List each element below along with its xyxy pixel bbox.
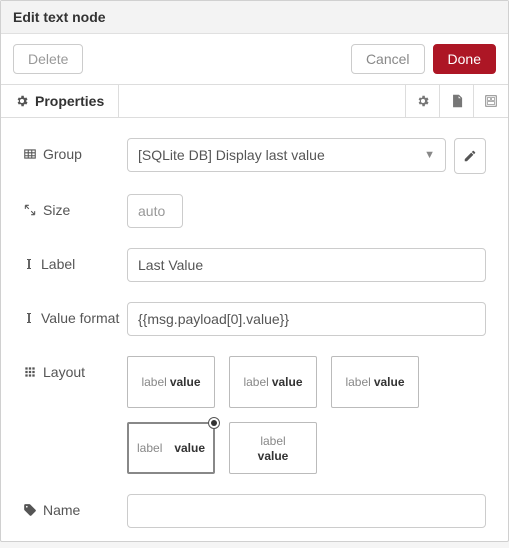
action-bar: Delete Cancel Done — [1, 34, 508, 84]
layout-option-0[interactable]: labelvalue — [127, 356, 215, 408]
tab-bar: Properties — [1, 84, 508, 118]
form-body: Group [SQLite DB] Display last value ▼ S… — [1, 118, 508, 548]
group-label: Group — [23, 138, 127, 162]
layout-option-3[interactable]: labelvalue — [127, 422, 215, 474]
tab-layout-icon[interactable] — [474, 85, 508, 117]
tab-spacer — [119, 85, 406, 117]
layout-label: Layout — [23, 356, 127, 380]
valueformat-label: Value format — [23, 302, 127, 326]
gear-icon — [416, 94, 430, 108]
name-input[interactable] — [127, 494, 486, 528]
gear-icon — [15, 94, 29, 108]
layout-option-2[interactable]: labelvalue — [331, 356, 419, 408]
size-input[interactable]: auto — [127, 194, 183, 228]
tag-icon — [23, 503, 37, 517]
panel-title: Edit text node — [1, 1, 508, 34]
text-cursor-icon — [23, 257, 35, 271]
tab-properties[interactable]: Properties — [1, 85, 119, 117]
radio-selected-icon — [208, 417, 220, 429]
layout-icon — [484, 94, 498, 108]
label-label: Label — [23, 248, 127, 272]
delete-button[interactable]: Delete — [13, 44, 83, 74]
group-selected-value: [SQLite DB] Display last value — [138, 147, 325, 163]
document-icon — [450, 94, 464, 108]
chevron-down-icon: ▼ — [424, 149, 435, 161]
layout-option-1[interactable]: labelvalue — [229, 356, 317, 408]
text-cursor-icon — [23, 311, 35, 325]
tab-properties-label: Properties — [35, 93, 104, 109]
layout-options: labelvalue labelvalue labelvalue labelva… — [127, 356, 486, 474]
group-edit-button[interactable] — [454, 138, 486, 174]
cancel-button[interactable]: Cancel — [351, 44, 425, 74]
edit-panel: Edit text node Delete Cancel Done Proper… — [0, 0, 509, 542]
resize-icon — [23, 203, 37, 217]
label-input[interactable] — [127, 248, 486, 282]
pencil-icon — [463, 149, 477, 163]
size-label: Size — [23, 194, 127, 218]
name-label: Name — [23, 494, 127, 518]
table-icon — [23, 147, 37, 161]
done-button[interactable]: Done — [433, 44, 496, 74]
tab-settings-icon[interactable] — [406, 85, 440, 117]
tab-docs-icon[interactable] — [440, 85, 474, 117]
grid-icon — [23, 365, 37, 379]
valueformat-input[interactable] — [127, 302, 486, 336]
layout-option-4[interactable]: labelvalue — [229, 422, 317, 474]
group-select[interactable]: [SQLite DB] Display last value ▼ — [127, 138, 446, 172]
